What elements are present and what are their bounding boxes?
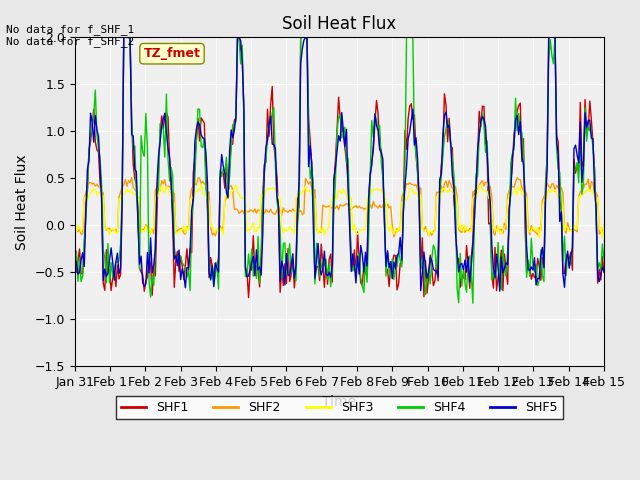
SHF2 — [600, 222, 608, 228]
SHF1 — [230, 117, 238, 123]
Line: SHF1: SHF1 — [75, 37, 604, 298]
Text: TZ_fmet: TZ_fmet — [143, 47, 200, 60]
SHF4 — [369, 134, 377, 140]
SHF4 — [600, 257, 608, 263]
SHF5 — [71, 255, 79, 261]
SHF3 — [506, 192, 513, 198]
Y-axis label: Soil Heat Flux: Soil Heat Flux — [15, 154, 29, 250]
SHF5 — [230, 127, 238, 133]
SHF3 — [71, 222, 79, 228]
SHF5 — [507, 191, 515, 196]
SHF1 — [120, 35, 127, 40]
SHF5 — [496, 288, 504, 294]
Line: SHF3: SHF3 — [75, 184, 604, 238]
Legend: SHF1, SHF2, SHF3, SHF4, SHF5: SHF1, SHF2, SHF3, SHF4, SHF5 — [116, 396, 563, 420]
SHF3 — [512, 186, 520, 192]
X-axis label: Time: Time — [323, 395, 356, 408]
SHF5 — [600, 269, 608, 275]
SHF1 — [600, 270, 608, 276]
SHF5 — [369, 142, 377, 147]
SHF5 — [120, 35, 127, 40]
SHF5 — [513, 112, 521, 118]
SHF1 — [71, 261, 79, 266]
SHF2 — [71, 227, 79, 232]
SHF4 — [120, 35, 127, 40]
SHF2 — [513, 175, 521, 180]
SHF2 — [369, 199, 377, 204]
SHF3 — [598, 235, 606, 241]
SHF3 — [230, 186, 238, 192]
SHF3 — [600, 221, 608, 227]
SHF1 — [77, 271, 85, 276]
SHF2 — [230, 206, 238, 212]
Title: Soil Heat Flux: Soil Heat Flux — [282, 15, 397, 33]
SHF2 — [189, 186, 197, 192]
Line: SHF5: SHF5 — [75, 37, 604, 291]
SHF3 — [197, 181, 205, 187]
SHF3 — [369, 188, 377, 193]
SHF1 — [507, 180, 515, 185]
SHF2 — [390, 234, 397, 240]
SHF2 — [128, 175, 136, 180]
SHF5 — [77, 257, 85, 263]
Line: SHF2: SHF2 — [75, 178, 604, 237]
SHF4 — [189, 199, 197, 205]
SHF3 — [188, 193, 196, 199]
SHF4 — [507, 160, 515, 166]
SHF1 — [244, 295, 252, 300]
Line: SHF4: SHF4 — [75, 37, 604, 303]
SHF1 — [189, 170, 197, 176]
SHF1 — [513, 108, 521, 114]
SHF2 — [77, 231, 85, 237]
SHF2 — [507, 185, 515, 191]
SHF4 — [513, 128, 521, 133]
SHF3 — [77, 229, 85, 235]
SHF1 — [371, 120, 379, 126]
Text: No data for f_SHF_1
No data for f_SHF_2: No data for f_SHF_1 No data for f_SHF_2 — [6, 24, 134, 48]
SHF4 — [71, 266, 79, 272]
SHF4 — [77, 279, 85, 285]
SHF5 — [189, 197, 197, 203]
SHF4 — [230, 120, 238, 126]
SHF4 — [469, 300, 477, 306]
